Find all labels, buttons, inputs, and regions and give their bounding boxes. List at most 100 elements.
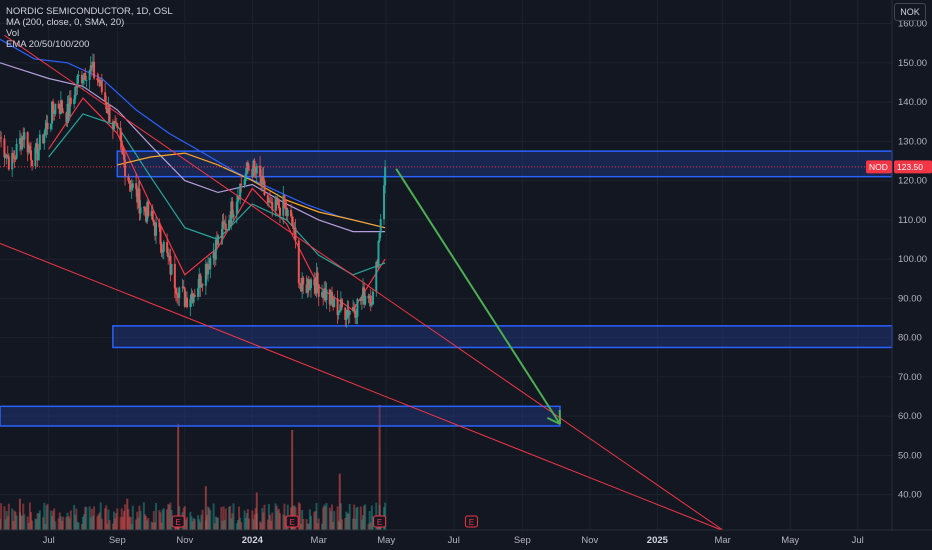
candle-body (274, 197, 277, 211)
volume-bar (361, 515, 364, 530)
earnings-marker[interactable] (171, 515, 185, 528)
candle-body (23, 132, 26, 140)
volume-bar (20, 515, 23, 530)
volume-bar (308, 509, 311, 530)
volume-bar (245, 513, 248, 530)
volume-bar (228, 506, 231, 530)
volume-bar (186, 517, 189, 530)
projection-arrow-head[interactable] (546, 417, 561, 425)
candle-body (66, 103, 69, 123)
candle-body (108, 104, 111, 123)
candle-body (267, 200, 270, 203)
candle-body (26, 132, 29, 153)
candle-body (112, 121, 115, 130)
candle-body (138, 188, 141, 214)
candle-body (75, 86, 78, 88)
ma-indicator-line[interactable]: MA (200, close, 0, SMA, 20) (6, 17, 125, 28)
volume-bar (162, 508, 165, 530)
support-resistance-zones[interactable] (0, 150, 893, 427)
price-zone[interactable] (0, 405, 561, 427)
candle-body (52, 101, 55, 112)
volume-bar (28, 502, 31, 530)
volume-bar (251, 510, 254, 530)
candle-body (153, 225, 156, 236)
volume-bar (269, 514, 272, 530)
candle-body (36, 143, 39, 161)
volume-bar (355, 507, 358, 530)
volume-bar (333, 511, 336, 530)
symbol-line[interactable]: NORDIC SEMICONDUCTOR, 1D, OSL (6, 6, 173, 17)
volume-bar (275, 505, 278, 530)
candle-body (111, 122, 114, 130)
price-axis[interactable]: 160.00 150.00 140.00 130.00 120.00 110.00 100.… (898, 19, 927, 501)
time-tick-label: Jul (43, 535, 55, 546)
candle-body (329, 291, 332, 305)
candle-body (302, 277, 305, 285)
candle-body (120, 140, 123, 148)
price-tick-label: 90.00 (898, 293, 922, 304)
trendline[interactable] (4, 34, 723, 531)
projection-arrow-shaft[interactable] (395, 168, 561, 425)
volume-bar (0, 518, 1, 530)
volume-bar (223, 519, 226, 530)
volume-bar (235, 523, 238, 530)
price-zone[interactable] (116, 150, 893, 178)
candle-body (370, 304, 373, 306)
candle-body (74, 86, 77, 99)
price-tick-label: 60.00 (898, 411, 922, 422)
volume-bar (114, 518, 117, 530)
candle-body (285, 207, 288, 217)
volume-indicator-line[interactable]: Vol (6, 28, 20, 39)
volume-bar (353, 504, 356, 530)
candle-body (28, 145, 31, 151)
volume-bar (12, 521, 15, 530)
volume-bar (54, 521, 57, 530)
time-tick-label: Mar (311, 535, 327, 546)
volume-bar (108, 519, 111, 530)
ema-indicator-line[interactable]: EMA 20/50/100/200 (6, 39, 90, 50)
volume-bar (337, 520, 340, 530)
volume-bar (298, 503, 301, 530)
volume-bar (239, 517, 242, 530)
volume-bar (97, 514, 100, 530)
candle-body (90, 65, 93, 68)
earnings-marker-label: E (289, 518, 294, 527)
volume-bar (84, 506, 87, 530)
projection-arrow[interactable] (395, 168, 561, 425)
candle-body (96, 78, 99, 80)
candle-body (230, 201, 233, 224)
candle-body (282, 195, 285, 216)
candle-body (306, 279, 309, 293)
volume-bar (322, 507, 325, 530)
volume-bar (189, 511, 192, 530)
volume-bar (52, 510, 55, 530)
trendline[interactable] (0, 242, 722, 531)
earnings-marker[interactable] (373, 515, 387, 528)
currency-button[interactable]: NOK (894, 3, 926, 21)
volume-bar (229, 505, 232, 530)
candle-body (337, 311, 340, 315)
candle-body (244, 173, 247, 180)
candle-body (292, 225, 295, 230)
candle-body (338, 310, 341, 312)
earnings-marker[interactable] (285, 515, 299, 528)
volume-bar (139, 510, 142, 530)
candle-body (146, 202, 149, 222)
candle-body (276, 199, 279, 205)
volume-bar (252, 519, 255, 530)
candle-body (178, 287, 181, 298)
candle-body (286, 210, 289, 217)
volume-bar (170, 509, 173, 530)
price-zone[interactable] (112, 325, 893, 349)
candle-body (371, 291, 374, 305)
volume-bar (270, 520, 273, 530)
volume-bar (231, 513, 234, 530)
earnings-marker[interactable] (464, 515, 478, 528)
trendlines[interactable] (0, 34, 723, 531)
volume-bar (137, 517, 140, 530)
time-axis[interactable]: Jul Sep Nov 2024 Mar May Jul Sep Nov 2025 Mar May Ju… (43, 535, 864, 546)
candle-body (266, 195, 269, 203)
